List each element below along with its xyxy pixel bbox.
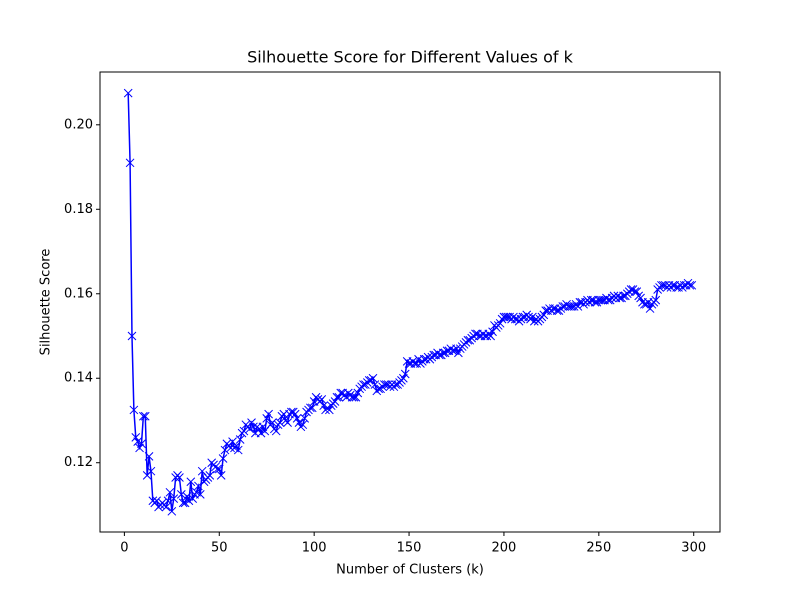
data-marker bbox=[685, 280, 695, 290]
data-marker bbox=[205, 471, 215, 480]
data-marker bbox=[324, 405, 334, 415]
data-marker bbox=[165, 487, 175, 497]
data-marker bbox=[226, 443, 236, 453]
x-axis-label: Number of Clusters (k) bbox=[336, 563, 484, 578]
data-marker bbox=[399, 373, 408, 383]
data-marker bbox=[161, 502, 171, 512]
data-marker bbox=[178, 498, 188, 508]
data-marker bbox=[271, 426, 281, 436]
data-marker bbox=[218, 454, 228, 463]
x-tick-label: 200 bbox=[492, 541, 517, 556]
data-marker bbox=[283, 418, 292, 427]
x-tick-label: 0 bbox=[120, 541, 128, 556]
y-tick-label: 0.20 bbox=[64, 117, 93, 132]
x-tick-label: 150 bbox=[397, 541, 422, 556]
data-marker bbox=[501, 312, 511, 322]
data-marker bbox=[307, 403, 317, 413]
data-marker bbox=[135, 443, 144, 453]
x-tick-label: 300 bbox=[681, 541, 706, 556]
data-marker bbox=[139, 411, 148, 421]
data-marker bbox=[235, 435, 245, 444]
data-marker bbox=[380, 380, 389, 389]
y-tick-label: 0.16 bbox=[64, 286, 93, 301]
x-tick-label: 100 bbox=[302, 541, 327, 556]
data-marker bbox=[232, 441, 241, 451]
data-marker bbox=[566, 302, 575, 311]
data-marker bbox=[186, 477, 196, 487]
data-marker bbox=[123, 88, 133, 98]
data-marker bbox=[300, 414, 310, 423]
data-marker bbox=[182, 492, 192, 501]
y-tick-label: 0.14 bbox=[64, 371, 93, 386]
data-marker bbox=[306, 403, 315, 413]
y-tick-label: 0.18 bbox=[64, 202, 93, 217]
data-marker bbox=[632, 287, 642, 297]
data-marker bbox=[214, 464, 224, 474]
data-marker bbox=[412, 359, 421, 368]
y-axis-label: Silhouette Score bbox=[39, 249, 54, 356]
data-marker bbox=[687, 280, 697, 290]
data-marker bbox=[137, 439, 146, 449]
data-marker bbox=[290, 409, 300, 419]
data-marker bbox=[144, 452, 154, 461]
chart-title: Silhouette Score for Different Values of… bbox=[247, 48, 573, 67]
plot-frame bbox=[99, 71, 721, 533]
data-marker bbox=[216, 471, 226, 480]
data-marker bbox=[596, 295, 606, 305]
data-marker bbox=[368, 373, 378, 383]
data-marker bbox=[264, 409, 273, 419]
data-marker bbox=[195, 490, 205, 499]
data-marker bbox=[651, 295, 661, 305]
data-marker bbox=[125, 158, 135, 168]
data-marker bbox=[347, 392, 357, 402]
data-marker bbox=[140, 411, 150, 421]
data-marker bbox=[175, 473, 184, 482]
data-marker bbox=[645, 304, 655, 313]
data-marker bbox=[262, 414, 272, 423]
data-marker bbox=[233, 445, 243, 455]
data-marker bbox=[353, 388, 363, 398]
data-marker bbox=[163, 496, 173, 506]
data-marker bbox=[213, 464, 222, 474]
data-marker bbox=[268, 418, 277, 427]
data-marker bbox=[194, 481, 203, 491]
data-marker bbox=[167, 506, 177, 516]
data-marker bbox=[129, 405, 139, 415]
data-marker bbox=[657, 280, 666, 290]
y-tick-label: 0.12 bbox=[64, 455, 93, 470]
data-marker bbox=[188, 494, 198, 503]
data-marker bbox=[486, 331, 496, 341]
data-marker bbox=[169, 494, 179, 503]
data-marker bbox=[127, 331, 137, 341]
data-marker bbox=[247, 418, 256, 427]
data-marker bbox=[400, 369, 410, 379]
data-marker bbox=[452, 344, 461, 354]
data-marker bbox=[317, 395, 327, 404]
data-marker bbox=[249, 422, 258, 432]
data-marker bbox=[146, 466, 156, 476]
data-marker bbox=[454, 348, 463, 358]
data-marker bbox=[258, 422, 268, 432]
data-marker bbox=[298, 420, 308, 430]
data-marker bbox=[176, 490, 186, 499]
data-marker bbox=[275, 418, 285, 427]
x-tick-label: 250 bbox=[586, 541, 611, 556]
x-tick-label: 50 bbox=[211, 541, 228, 556]
data-marker bbox=[351, 392, 361, 402]
